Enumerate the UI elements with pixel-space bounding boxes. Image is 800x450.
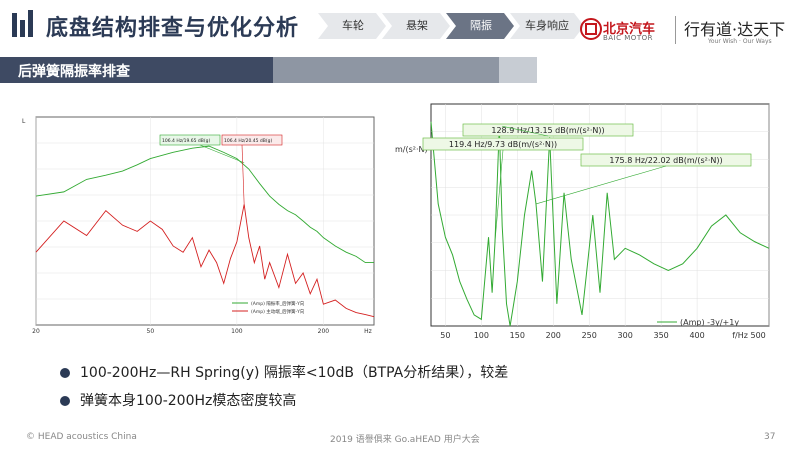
nav-chevrons xyxy=(318,13,584,39)
nav-item-wheel[interactable]: 车轮 xyxy=(342,19,364,32)
x-tick-label: 150 xyxy=(510,331,525,340)
nav-item-body-response[interactable]: 车身响应 xyxy=(525,19,569,32)
annotation-box xyxy=(221,134,283,146)
annotation-label: 119.4 Hz/9.73 dB(m/(s²·N)) xyxy=(449,140,557,149)
brand-sub: BAIC MOTOR xyxy=(603,34,653,42)
y-axis-label: m/(s²·N) xyxy=(395,145,428,154)
nav-item-suspension[interactable]: 悬架 xyxy=(406,19,428,32)
brand-slogan: 行有道·达天下 xyxy=(684,20,786,39)
annotation-leader xyxy=(535,165,667,205)
head-acoustics-logo-icon xyxy=(12,10,33,37)
annotation-label: 106.4 Hz/19.65 dB(g) xyxy=(162,138,210,144)
page-number: 37 xyxy=(764,432,776,442)
legend-label: (Amp) 隔振率_后弹簧-Y向 xyxy=(251,300,305,307)
nav-item-isolation[interactable]: 隔振 xyxy=(470,19,492,32)
x-tick-label: 400 xyxy=(689,331,704,340)
bullet-dot-icon xyxy=(60,368,70,378)
brand-name: 北京汽车 xyxy=(603,22,656,37)
x-tick-label: 20 xyxy=(32,328,40,335)
annotation-leader xyxy=(199,144,245,164)
x-tick-label: 200 xyxy=(318,328,330,335)
annotation-box xyxy=(159,134,221,146)
legend-label: (Amp) 主动端_后弹簧-Y向 xyxy=(251,308,305,315)
x-tick-label: 200 xyxy=(546,331,561,340)
list-item: 弹簧本身100-200Hz模态密度较高 xyxy=(60,390,508,418)
page-title: 底盘结构排查与优化分析 xyxy=(46,16,300,41)
x-tick-label: 50 xyxy=(147,328,155,335)
x-tick-label: Hz xyxy=(364,328,372,335)
baic-logo-icon xyxy=(580,18,602,40)
section-bar xyxy=(0,57,537,83)
x-tick-label: 100 xyxy=(231,328,243,335)
conclusion-list: 100-200Hz—RH Spring(y) 隔振率<10dB（BTPA分析结果… xyxy=(60,362,508,418)
annotation-label: 128.9 Hz/13.15 dB(m/(s²·N)) xyxy=(491,126,604,135)
x-tick-label: 350 xyxy=(653,331,668,340)
brand-divider xyxy=(675,16,676,44)
section-title: 后弹簧隔振率排查 xyxy=(18,64,130,80)
legend-label: (Amp) -3y/+1y xyxy=(680,318,739,327)
x-tick-label: 100 xyxy=(474,331,489,340)
series-line xyxy=(430,121,770,327)
annotation-leader xyxy=(241,144,245,205)
x-tick-label: f/Hz 500 xyxy=(732,331,766,340)
annotation-leader xyxy=(502,125,549,137)
x-tick-label: 300 xyxy=(618,331,633,340)
annotation-label: 175.8 Hz/22.02 dB(m/(s²·N)) xyxy=(609,156,722,165)
brand-slogan-sub: Your Wish · Our Ways xyxy=(708,38,772,45)
x-tick-label: 250 xyxy=(582,331,597,340)
annotation-leader xyxy=(494,149,504,242)
isolation-rate-chart: 20 50 100 200 Hz L 106.4 Hz/19.65 dB(g) 106.4 H… xyxy=(22,116,375,335)
y-axis-label: L xyxy=(22,118,26,125)
series-line xyxy=(35,145,374,264)
footer-copyright: © HEAD acoustics China xyxy=(26,432,137,442)
annotation-label: 106.4 Hz/20.45 dB(g) xyxy=(224,138,272,144)
list-item: 100-200Hz—RH Spring(y) 隔振率<10dB（BTPA分析结果… xyxy=(60,362,508,390)
bullet-dot-icon xyxy=(60,396,70,406)
x-tick-label: 50 xyxy=(440,331,450,340)
footer-event: 2019 语譽俱来 Go.aHEAD 用户大会 xyxy=(330,435,480,445)
frf-chart: 50 100 150 200 250 300 350 400 f/Hz 500 m/(s²·N) 1… xyxy=(395,103,770,340)
